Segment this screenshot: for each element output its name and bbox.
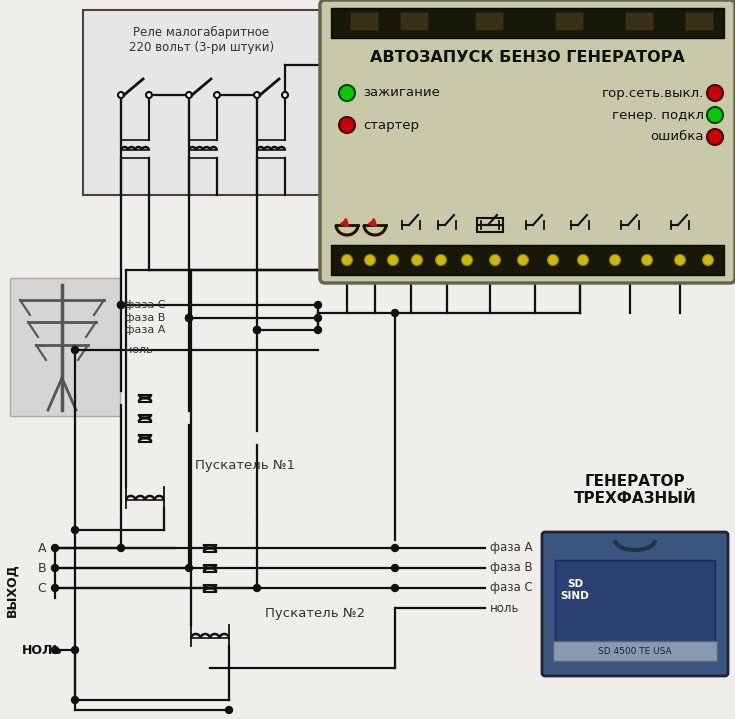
Circle shape — [185, 314, 193, 321]
Circle shape — [254, 92, 260, 98]
Circle shape — [51, 564, 59, 572]
Text: ВЫХОД: ВЫХОД — [5, 563, 18, 617]
Text: фаза С: фаза С — [125, 300, 165, 310]
Text: АВТОЗАПУСК БЕНЗО ГЕНЕРАТОРА: АВТОЗАПУСК БЕНЗО ГЕНЕРАТОРА — [370, 50, 685, 65]
Bar — [10, 278, 120, 416]
Text: ноль: ноль — [125, 345, 153, 355]
Circle shape — [392, 309, 398, 316]
Circle shape — [226, 707, 232, 713]
Text: С: С — [37, 582, 46, 595]
Circle shape — [118, 301, 124, 308]
Circle shape — [51, 585, 59, 592]
Circle shape — [315, 301, 321, 308]
Circle shape — [146, 92, 152, 98]
Text: фаза А: фаза А — [125, 325, 165, 335]
Text: Пускатель №1: Пускатель №1 — [195, 459, 295, 472]
Circle shape — [392, 564, 398, 572]
Text: ГЕНЕРАТОР
ТРЕХФАЗНЫЙ: ГЕНЕРАТОР ТРЕХФАЗНЫЙ — [573, 474, 696, 506]
Bar — [475, 12, 503, 30]
Circle shape — [185, 314, 193, 321]
Circle shape — [392, 544, 398, 551]
Circle shape — [490, 255, 501, 265]
Bar — [400, 12, 428, 30]
Bar — [555, 560, 715, 643]
Circle shape — [436, 255, 446, 265]
Circle shape — [214, 92, 220, 98]
Circle shape — [642, 255, 653, 265]
Circle shape — [51, 646, 59, 654]
Circle shape — [186, 92, 192, 98]
Circle shape — [412, 255, 423, 265]
Circle shape — [71, 347, 79, 354]
Circle shape — [118, 544, 124, 551]
Text: зажигание: зажигание — [363, 86, 440, 99]
Text: гор.сеть.выкл.: гор.сеть.выкл. — [602, 86, 704, 99]
Circle shape — [71, 526, 79, 533]
Circle shape — [707, 129, 723, 145]
Bar — [331, 8, 724, 38]
Circle shape — [254, 326, 260, 334]
Circle shape — [339, 85, 355, 101]
Text: ошибка: ошибка — [650, 131, 704, 144]
Text: А: А — [37, 541, 46, 554]
Text: ноль: ноль — [490, 602, 520, 615]
Circle shape — [185, 564, 193, 572]
Bar — [553, 641, 717, 661]
Circle shape — [707, 107, 723, 123]
Text: SD
SIND: SD SIND — [561, 580, 589, 601]
Text: Реле малогабаритное: Реле малогабаритное — [134, 25, 270, 39]
Text: 220 вольт (3-ри штуки): 220 вольт (3-ри штуки) — [129, 42, 274, 55]
Text: генер. подкл: генер. подкл — [612, 109, 704, 122]
Circle shape — [282, 92, 288, 98]
Circle shape — [387, 255, 398, 265]
Circle shape — [703, 255, 714, 265]
Circle shape — [548, 255, 559, 265]
Circle shape — [339, 117, 355, 133]
Text: Пускатель №2: Пускатель №2 — [265, 608, 365, 620]
FancyBboxPatch shape — [542, 532, 728, 676]
Text: SD 4500 TE USA: SD 4500 TE USA — [598, 646, 672, 656]
Bar — [477, 218, 503, 232]
Circle shape — [365, 255, 376, 265]
Circle shape — [71, 646, 79, 654]
Bar — [625, 12, 653, 30]
Text: фаза С: фаза С — [490, 582, 533, 595]
Bar — [685, 12, 713, 30]
Text: фаза В: фаза В — [490, 562, 533, 574]
Circle shape — [707, 85, 723, 101]
Circle shape — [578, 255, 589, 265]
Text: стартер: стартер — [363, 119, 419, 132]
Bar — [83, 10, 320, 195]
Circle shape — [254, 326, 260, 334]
Text: фаза А: фаза А — [490, 541, 532, 554]
Circle shape — [118, 301, 124, 308]
Circle shape — [517, 255, 528, 265]
Bar — [555, 12, 583, 30]
Circle shape — [675, 255, 686, 265]
Bar — [350, 12, 378, 30]
Circle shape — [254, 585, 260, 592]
Circle shape — [118, 92, 124, 98]
Circle shape — [315, 326, 321, 334]
Circle shape — [71, 697, 79, 703]
Text: фаза В: фаза В — [125, 313, 165, 323]
Text: НОЛЬ: НОЛЬ — [21, 644, 62, 656]
Circle shape — [609, 255, 620, 265]
Circle shape — [51, 544, 59, 551]
Circle shape — [315, 314, 321, 321]
Circle shape — [462, 255, 473, 265]
Circle shape — [392, 585, 398, 592]
Circle shape — [342, 255, 353, 265]
Bar — [331, 245, 724, 275]
FancyBboxPatch shape — [320, 0, 735, 283]
Text: В: В — [37, 562, 46, 574]
